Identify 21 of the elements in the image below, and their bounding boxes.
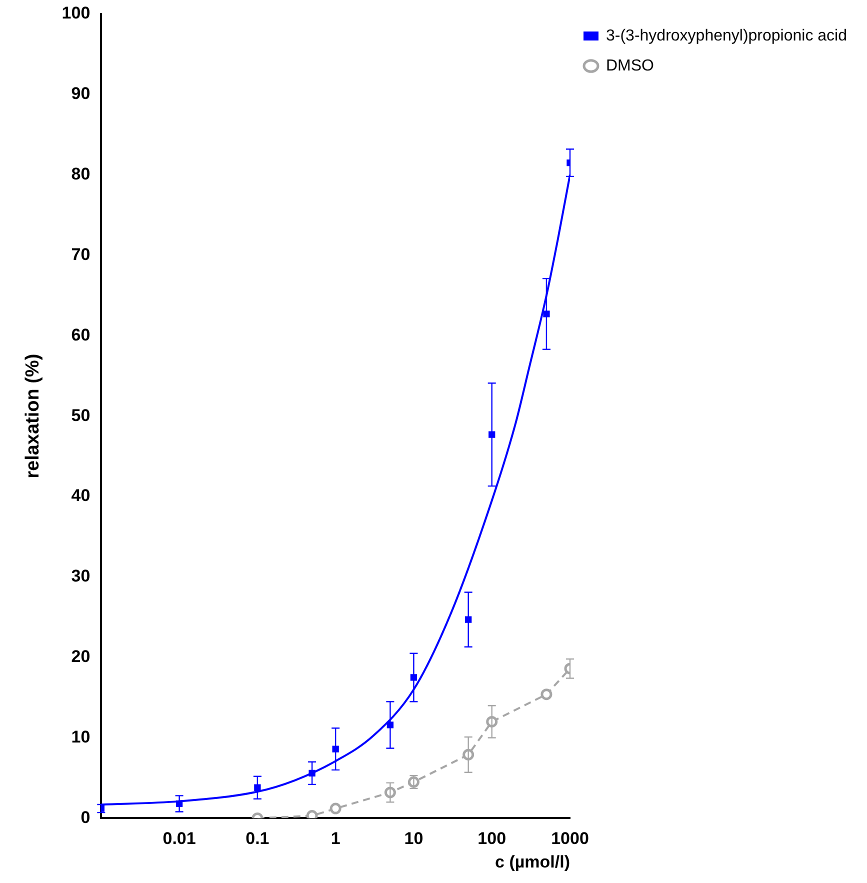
y-tick-label: 20: [71, 647, 90, 666]
y-tick-label: 10: [71, 727, 90, 746]
y-tick-label: 80: [71, 164, 90, 184]
y-tick-label: 90: [71, 84, 90, 104]
y-tick-label: 60: [71, 325, 90, 344]
x-tick-label: 0.01: [162, 829, 196, 848]
y-tick-label: 0: [80, 808, 90, 827]
y-tick-label: 50: [71, 406, 90, 425]
y-tick-label: 70: [71, 244, 90, 264]
y-tick-label: 30: [71, 566, 90, 586]
x-tick-label: 1000: [551, 829, 589, 848]
y-tick-label: 100: [62, 4, 90, 23]
x-tick-label: 1: [330, 829, 340, 848]
x-tick-label: 0.1: [246, 829, 270, 848]
y-axis-title: relaxation (%): [22, 354, 44, 478]
legend-label: DMSO: [606, 57, 654, 74]
x-axis-title: c (µmol/l): [495, 852, 570, 872]
x-tick-label: 100: [478, 829, 506, 848]
x-tick-label: 10: [404, 829, 424, 848]
legend-label: 3-(3-hydroxyphenyl)propionic acid: [606, 27, 848, 44]
y-tick-label: 40: [71, 486, 90, 506]
